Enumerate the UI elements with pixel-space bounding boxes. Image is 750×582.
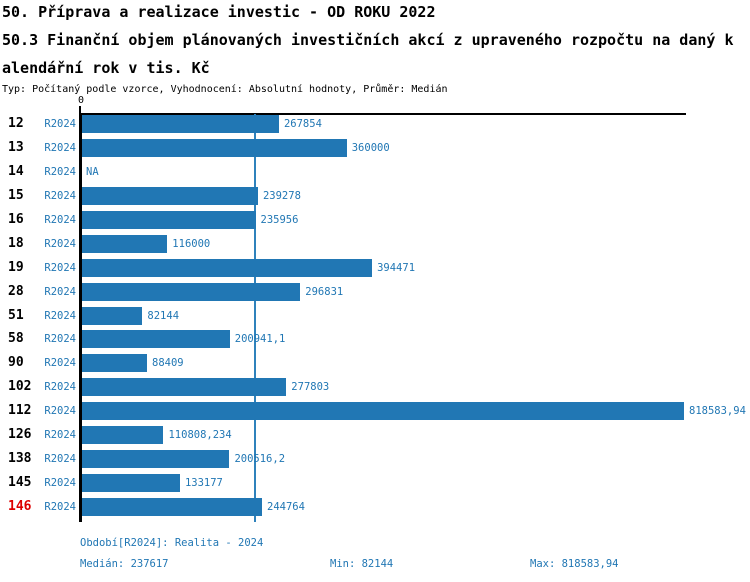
row-period-label: R2024 (44, 261, 76, 274)
value-bar (82, 426, 164, 445)
row-category-label: 28 (8, 283, 24, 299)
chart-row-102: 102 R2024 277803 (0, 375, 750, 399)
row-period-label: R2024 (44, 453, 76, 466)
value-bar (82, 498, 262, 517)
footer-max-stat: Max: 818583,94 (530, 558, 619, 570)
row-category-label: 146 (8, 499, 32, 515)
chart-row-18: 18 R2024 116000 (0, 232, 750, 256)
value-label: 200516,2 (234, 453, 286, 466)
value-label: 235956 (260, 213, 299, 226)
chart-row-146: 146 R2024 244764 (0, 495, 750, 519)
value-label: 244764 (267, 501, 305, 514)
value-label: 267854 (283, 118, 322, 130)
value-bar (82, 234, 168, 253)
value-bar (82, 282, 301, 301)
value-bar (82, 450, 230, 469)
value-label: 360000 (351, 141, 390, 154)
chart-row-13: 13 R2024 360000 (0, 136, 750, 160)
row-period-label: R2024 (44, 309, 76, 322)
chart-meta-line: Typ: Počítaný podle vzorce, Vyhodnocení:… (2, 84, 448, 95)
row-category-label: 58 (8, 331, 24, 347)
value-bar (82, 402, 684, 421)
value-bar (82, 354, 148, 373)
row-period-label: R2024 (44, 429, 76, 442)
footer-median-stat: Medián: 237617 (80, 558, 169, 570)
chart-title-line-2: 50.3 Finanční objem plánovaných investič… (2, 31, 734, 49)
value-label: 394471 (377, 261, 416, 274)
value-bar (82, 138, 347, 157)
value-label: 88409 (152, 357, 184, 370)
value-bar (82, 258, 373, 277)
chart-row-138: 138 R2024 200516,2 (0, 447, 750, 471)
value-bar (82, 186, 258, 205)
row-category-label: 12 (8, 116, 24, 131)
row-period-label: R2024 (44, 333, 76, 346)
row-period-label: R2024 (44, 213, 76, 226)
x-axis-line (80, 113, 686, 115)
row-category-label: 145 (8, 475, 32, 491)
row-period-label: R2024 (44, 405, 76, 418)
chart-row-19: 19 R2024 394471 (0, 256, 750, 280)
value-label: 133177 (184, 477, 223, 490)
chart-row-14: 14 R2024 NA (0, 160, 750, 184)
chart-row-16: 16 R2024 235956 (0, 208, 750, 232)
value-bar (82, 115, 279, 133)
chart-title-line-3: alendářní rok v tis. Kč (2, 59, 210, 77)
row-category-label: 18 (8, 235, 24, 251)
chart-title-line-1: 50. Příprava a realizace investic - OD R… (2, 3, 436, 21)
row-category-label: 51 (8, 307, 24, 323)
row-period-label: R2024 (44, 477, 76, 490)
value-label: NA (86, 165, 99, 178)
value-bar (82, 306, 143, 325)
median-reference-line (254, 114, 256, 522)
value-label: 818583,94 (689, 405, 746, 418)
row-category-label: 16 (8, 211, 24, 227)
chart-row-15: 15 R2024 239278 (0, 184, 750, 208)
value-label: 110808,234 (168, 429, 232, 442)
row-category-label: 90 (8, 355, 24, 371)
row-category-label: 112 (8, 403, 32, 419)
chart-row-90: 90 R2024 88409 (0, 351, 750, 375)
chart-row-12: 12 R2024 267854 (0, 112, 750, 136)
x-axis-zero-tick (79, 106, 81, 114)
footer-min-stat: Min: 82144 (330, 558, 394, 570)
footer-period-info: Období[R2024]: Realita - 2024 (80, 537, 264, 549)
value-label: 82144 (147, 309, 180, 322)
row-period-label: R2024 (44, 285, 76, 298)
row-category-label: 102 (8, 379, 32, 395)
row-category-label: 15 (8, 187, 24, 203)
row-category-label: 138 (8, 451, 32, 467)
row-period-label: R2024 (44, 165, 76, 178)
y-axis-line (79, 113, 82, 522)
row-period-label: R2024 (44, 189, 76, 202)
row-category-label: 14 (8, 163, 24, 179)
x-axis-zero-tick-label: 0 (77, 95, 85, 106)
value-label: 296831 (305, 285, 344, 298)
row-period-label: R2024 (44, 141, 76, 154)
row-period-label: R2024 (44, 381, 76, 394)
row-category-label: 13 (8, 139, 24, 155)
row-category-label: 19 (8, 259, 24, 275)
chart-row-126: 126 R2024 110808,234 (0, 423, 750, 447)
row-period-label: R2024 (44, 357, 76, 370)
value-label: 239278 (262, 189, 301, 202)
chart-row-58: 58 R2024 200941,1 (0, 327, 750, 351)
row-period-label: R2024 (44, 118, 76, 130)
row-period-label: R2024 (44, 237, 76, 250)
chart-row-145: 145 R2024 133177 (0, 471, 750, 495)
row-period-label: R2024 (44, 501, 76, 514)
value-label: 277803 (291, 381, 330, 394)
row-category-label: 126 (8, 427, 32, 443)
value-bar (82, 474, 180, 493)
value-bar (82, 330, 230, 349)
chart-row-112: 112 R2024 818583,94 (0, 399, 750, 423)
chart-row-28: 28 R2024 296831 (0, 280, 750, 304)
value-bar (82, 378, 287, 397)
chart-row-51: 51 R2024 82144 (0, 304, 750, 328)
value-label: 200941,1 (234, 333, 286, 346)
value-bar (82, 210, 256, 229)
value-label: 116000 (172, 237, 211, 250)
